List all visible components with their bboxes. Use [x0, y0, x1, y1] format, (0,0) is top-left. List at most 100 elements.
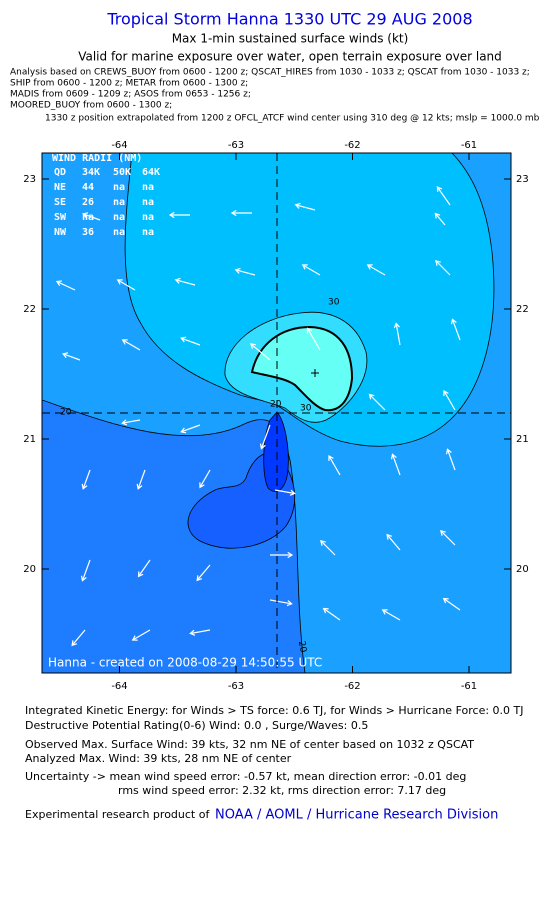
radii-cell: SW — [54, 212, 67, 223]
source-line: Analysis based on CREWS_BUOY from 0600 -… — [10, 68, 530, 78]
title: Tropical Storm Hanna 1330 UTC 29 AUG 200… — [106, 10, 472, 29]
hrd-link[interactable]: NOAA / AOML / Hurricane Research Divisio… — [215, 808, 498, 823]
wind-vector — [199, 469, 211, 489]
wind-vector — [196, 564, 211, 582]
product: Experimental research product of — [25, 808, 210, 821]
radii-cell: 26 — [82, 197, 94, 208]
subtitle: Max 1-min sustained surface winds (kt) — [172, 32, 409, 46]
y-tick-label: 22 — [516, 304, 529, 315]
wind-vector — [249, 343, 271, 361]
radii-cell: NE — [54, 182, 66, 193]
wind-vector — [381, 609, 401, 621]
radii-cell: na — [142, 197, 154, 208]
wind-vector — [436, 186, 451, 206]
y-tick-label: 21 — [516, 434, 529, 445]
wind-vector — [137, 559, 151, 578]
y-tick-label: 20 — [23, 564, 36, 575]
radii-cell: SE — [54, 197, 66, 208]
wind-vector — [443, 389, 456, 411]
radii-cell: 44 — [82, 182, 94, 193]
wind-vector — [368, 393, 386, 411]
source-line: MOORED_BUOY from 0600 - 1300 z; — [10, 101, 172, 111]
radii-cell: na — [142, 182, 154, 193]
wind-vector — [55, 280, 76, 291]
y-tick-label: 23 — [23, 174, 36, 185]
wind-vector — [440, 530, 456, 546]
wind-vector — [442, 597, 461, 611]
x-tick-label: -64 — [111, 140, 127, 151]
contour-label: 30 — [300, 404, 312, 414]
wind-vector — [450, 318, 461, 341]
wind-vector — [320, 540, 336, 556]
wind-vector — [306, 327, 321, 351]
wind-vector — [136, 469, 146, 490]
wind-vector — [230, 209, 252, 217]
radii-cell: na — [113, 197, 125, 208]
source-line: SHIP from 0600 - 1200 z; METAR from 0600… — [10, 79, 248, 89]
radii-cell: 36 — [82, 227, 94, 238]
y-tick-label: 22 — [23, 304, 36, 315]
wind-vector — [61, 352, 81, 361]
wind-vector — [386, 533, 401, 551]
footer-line: Observed Max. Surface Wind: 39 kts, 32 n… — [25, 738, 474, 751]
wind-vector — [71, 629, 86, 647]
contour-label: 20 — [60, 408, 72, 418]
footer-line: Analyzed Max. Wind: 39 kts, 28 nm NE of … — [25, 752, 292, 765]
radii-cell: 34K — [82, 167, 100, 178]
wind-field — [42, 153, 511, 673]
radii-cell: 50K — [113, 167, 131, 178]
wind-vector — [274, 489, 296, 496]
wind-vector — [189, 629, 211, 636]
wind-vector — [390, 453, 401, 476]
wind-vector — [269, 599, 293, 607]
radii-cell: na — [113, 182, 125, 193]
radii-cell: na — [82, 212, 94, 223]
wind-vector — [121, 419, 141, 426]
x-tick-label: -64 — [111, 681, 127, 692]
x-tick-label: -61 — [461, 681, 477, 692]
contour-label: 20 — [296, 640, 308, 653]
wind-vector — [393, 322, 401, 346]
x-tick-label: -62 — [344, 681, 360, 692]
wind-vector — [294, 202, 316, 211]
wind-vector — [180, 424, 201, 434]
x-tick-label: -63 — [228, 140, 244, 151]
wind-vector — [259, 424, 271, 450]
wind-vector — [234, 267, 256, 276]
wind-vector — [168, 211, 190, 219]
x-tick-label: -61 — [461, 140, 477, 151]
wind-vector — [121, 339, 141, 351]
radii-cell: na — [113, 212, 125, 223]
map-frame — [41, 152, 512, 674]
footer-line: Destructive Potential Rating(0-6) Wind: … — [25, 719, 368, 732]
wind-vector — [322, 607, 341, 621]
radii-cell: 64K — [142, 167, 160, 178]
source-line: MADIS from 0609 - 1209 z; ASOS from 0653… — [10, 90, 251, 100]
radii-cell: na — [113, 227, 125, 238]
wind-vector — [174, 277, 196, 286]
y-tick-label: 23 — [516, 174, 529, 185]
wind-vector — [81, 469, 91, 490]
radii-cell: na — [142, 212, 154, 223]
wind-vector — [131, 629, 151, 641]
credit: Hanna - created on 2008-08-29 14:50:55 U… — [48, 656, 322, 670]
wind-vector — [116, 279, 136, 291]
radii-cell: na — [142, 227, 154, 238]
footer-line: Uncertainty -> mean wind speed error: -0… — [25, 770, 466, 783]
footer-line: Integrated Kinetic Energy: for Winds > T… — [25, 704, 524, 717]
position-note: 1330 z position extrapolated from 1200 z… — [45, 114, 540, 124]
wind-radii: WIND RADII (NM) QD 34K 50K 64K NE 44 na na SE 26 n… — [52, 153, 160, 238]
wind-vector — [435, 260, 451, 276]
y-tick-label: 21 — [23, 434, 36, 445]
wind-vector — [434, 212, 446, 226]
radii-title: WIND RADII (NM) — [52, 153, 142, 164]
contour-label: 30 — [328, 298, 340, 308]
radii-cell: QD — [54, 167, 66, 178]
y-tick-label: 20 — [516, 564, 529, 575]
wind-vector — [445, 448, 456, 471]
wind-vector — [328, 454, 341, 476]
radii-cell: NW — [54, 227, 67, 238]
wind-vector — [301, 264, 321, 276]
wind-vector — [81, 212, 101, 221]
